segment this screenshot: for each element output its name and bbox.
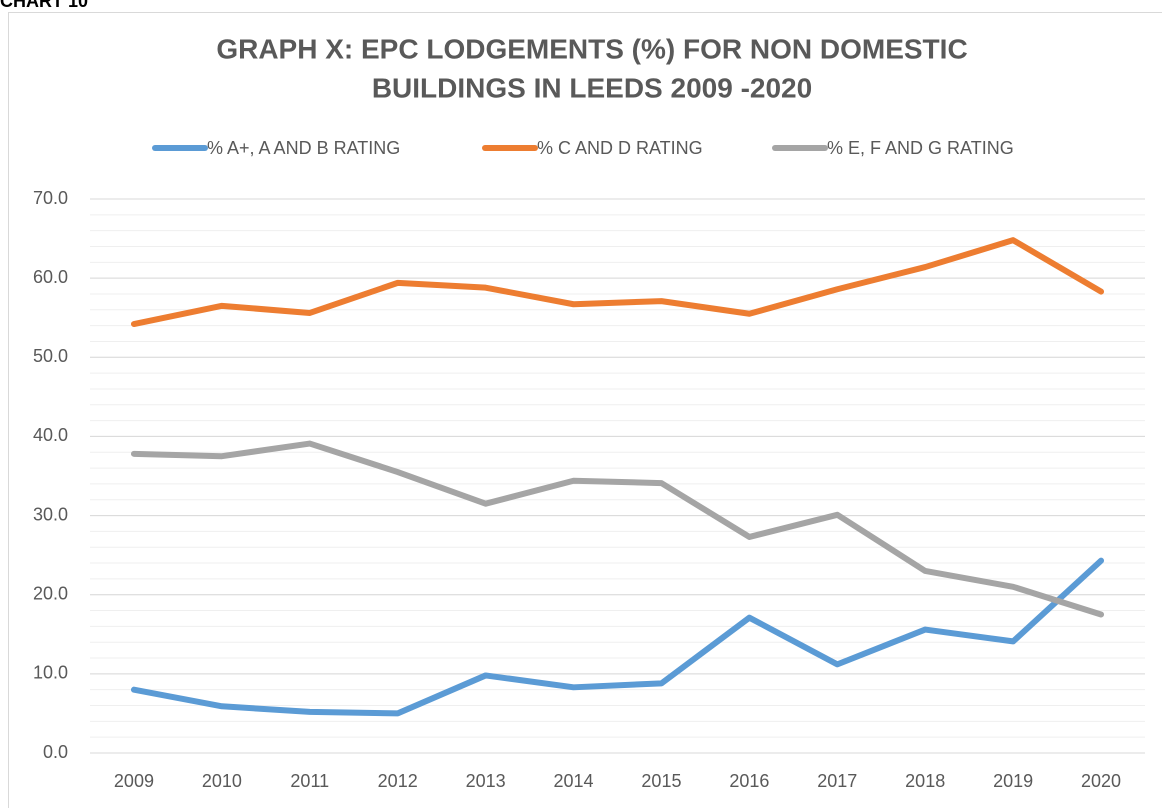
chart-title: GRAPH X: EPC LODGEMENTS (%) FOR NON DOME… [216,33,967,64]
x-tick-label: 2009 [114,771,154,791]
y-tick-label: 40.0 [33,425,68,445]
y-tick-label: 10.0 [33,663,68,683]
x-tick-label: 2012 [378,771,418,791]
x-tick-label: 2011 [290,771,329,791]
line-series [130,440,1105,618]
x-tick-label: 2010 [202,771,242,791]
x-tick-label: 2017 [817,771,857,791]
y-tick-label: 30.0 [33,504,68,524]
line-series [130,237,1105,328]
y-tick-label: 60.0 [33,267,68,287]
y-tick-label: 50.0 [33,346,68,366]
line-series [130,557,1105,717]
legend-label: % E, F AND G RATING [827,138,1014,158]
x-tick-label: 2020 [1081,771,1121,791]
y-tick-label: 70.0 [33,188,68,208]
legend-label: % A+, A AND B RATING [207,138,400,158]
x-tick-label: 2015 [641,771,681,791]
x-tick-label: 2019 [993,771,1033,791]
y-tick-label: 0.0 [43,742,68,762]
y-tick-label: 20.0 [33,583,68,603]
legend-label: % C AND D RATING [537,138,703,158]
x-tick-label: 2013 [466,771,506,791]
chart-title: BUILDINGS IN LEEDS 2009 -2020 [372,72,812,103]
x-tick-label: 2016 [729,771,769,791]
caption: CHART 10 [0,0,88,11]
x-tick-label: 2018 [905,771,945,791]
x-tick-label: 2014 [554,771,594,791]
